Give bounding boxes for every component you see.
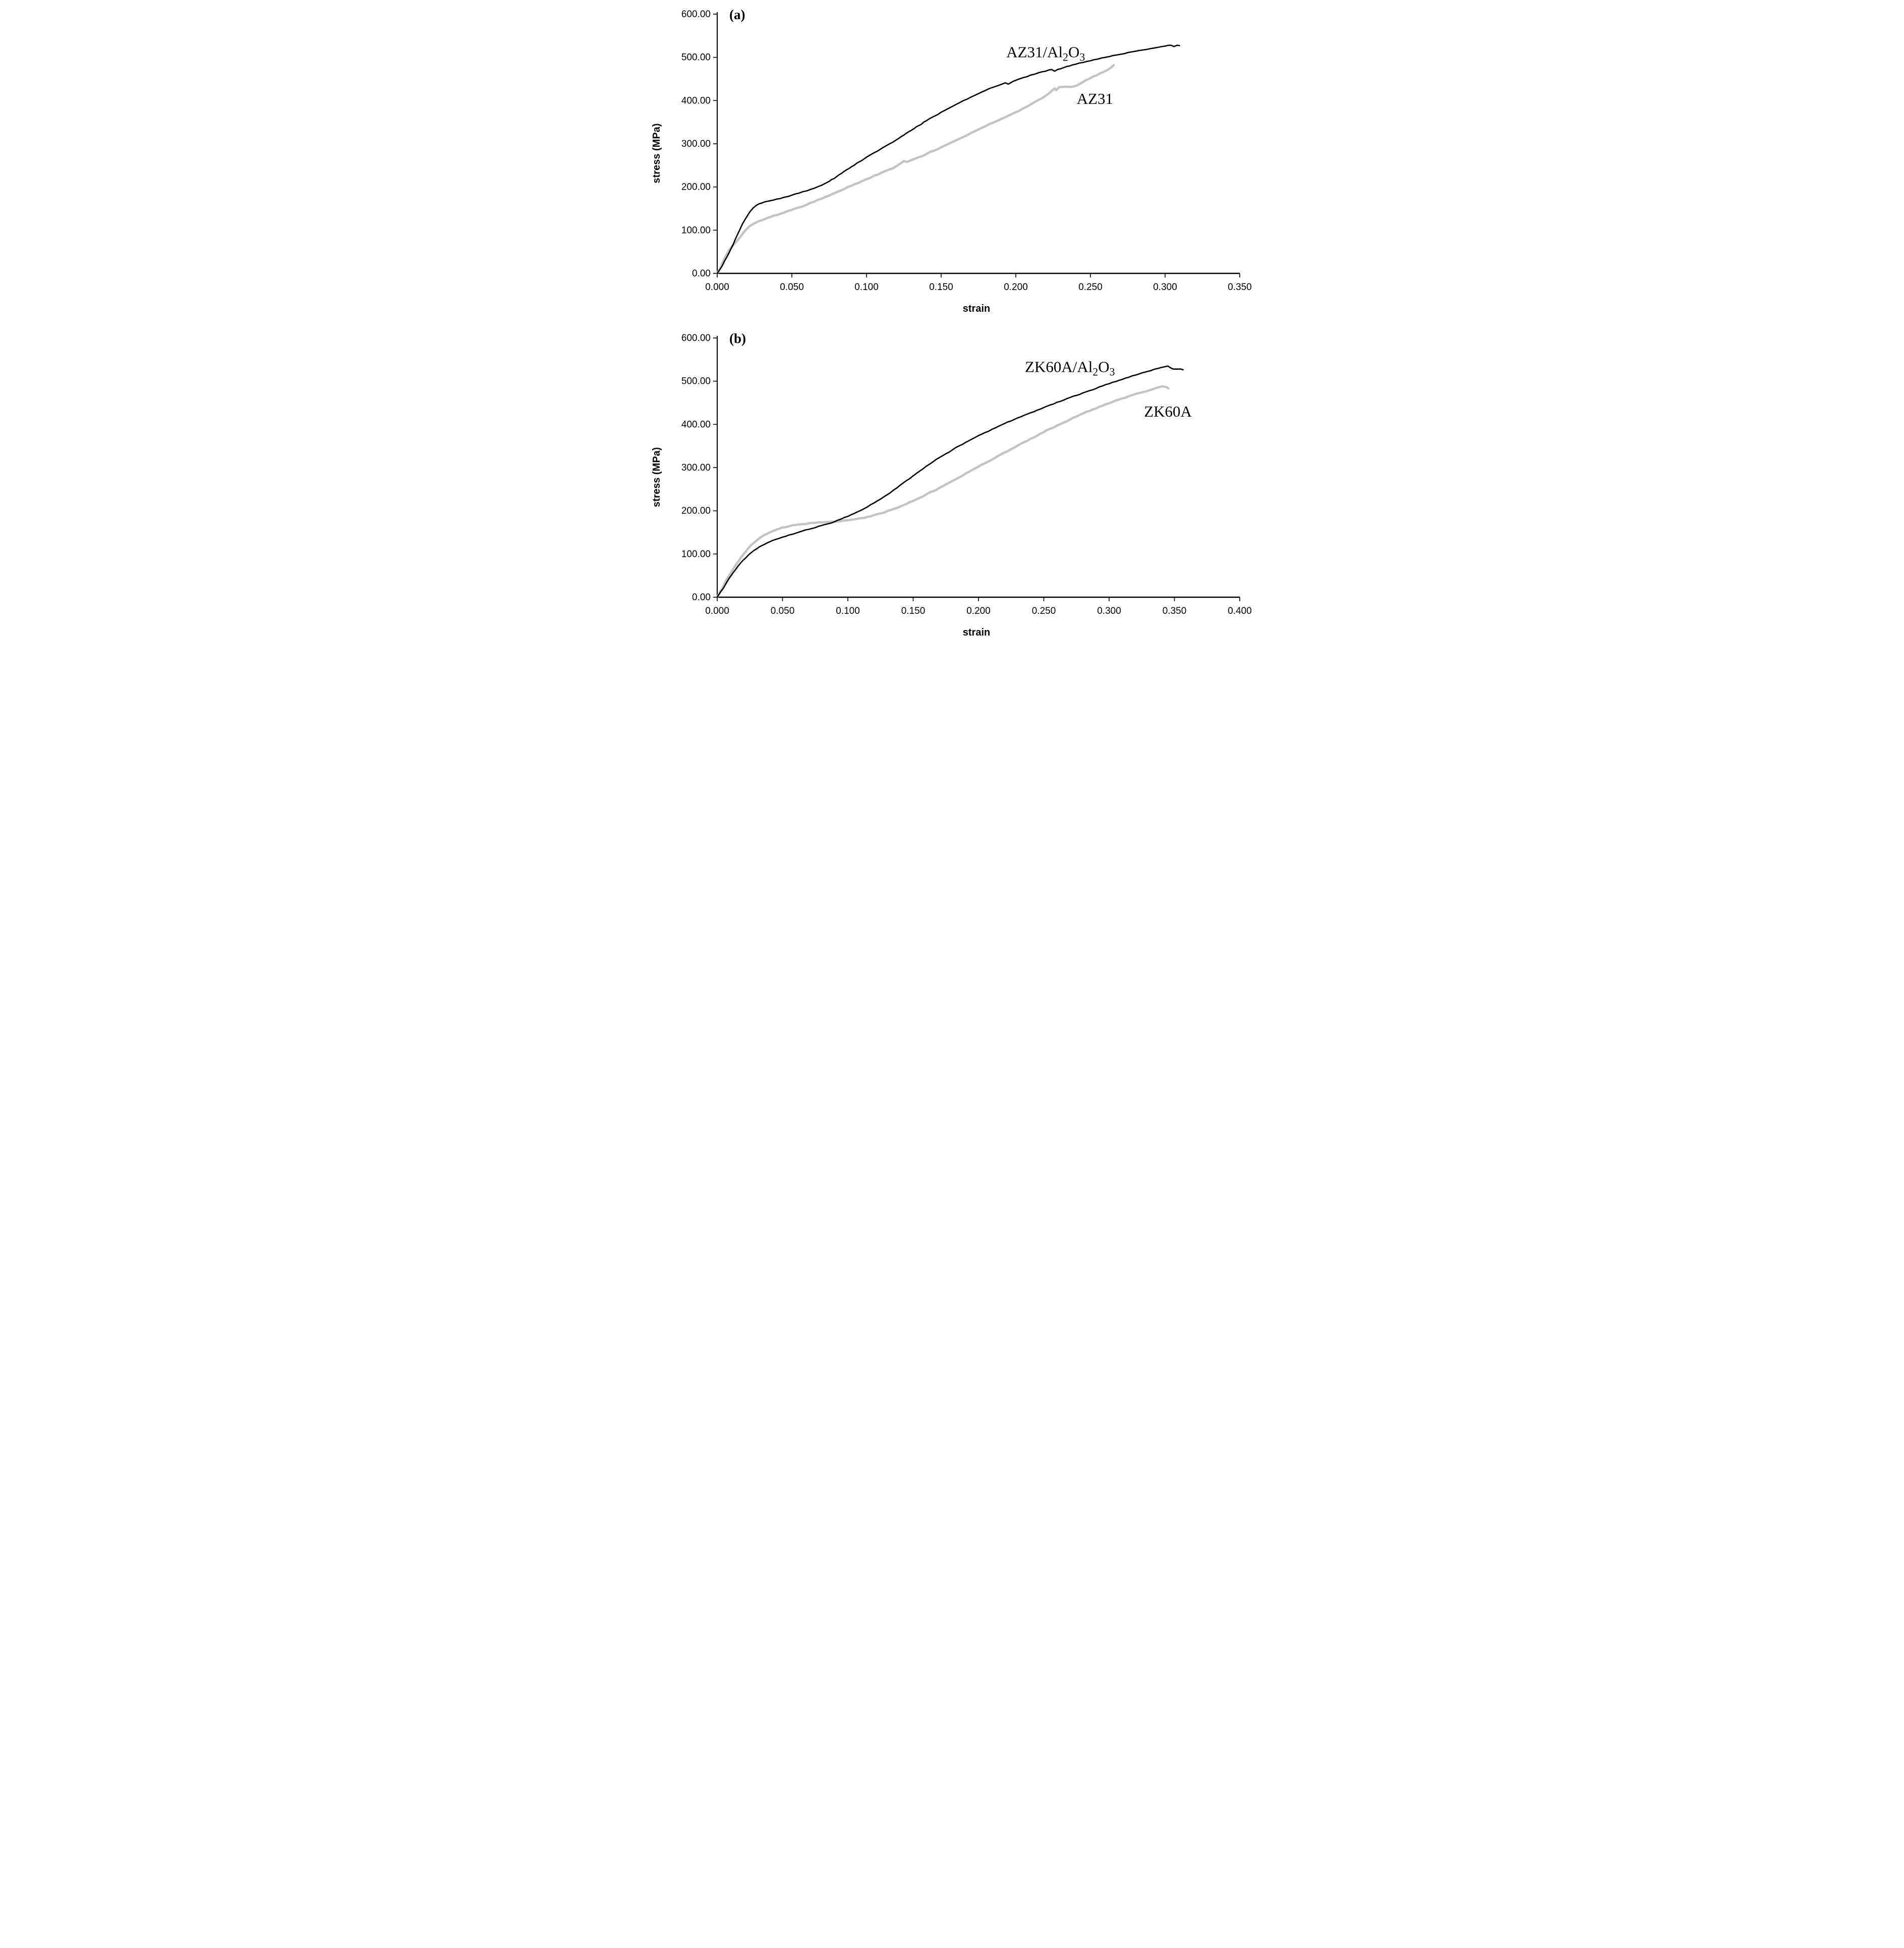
panel-b: 0.00 100.00 200.00 300.00 400.00 500.00 600.00… — [650, 326, 1255, 643]
x-tick-label: 0.050 — [780, 282, 804, 293]
y-tick-label: 500.00 — [681, 376, 710, 387]
x-tick-label: 0.400 — [1228, 606, 1252, 616]
x-tick-label: 0.150 — [901, 606, 925, 616]
y-tick-label: 500.00 — [681, 52, 710, 63]
curve-az31 — [716, 64, 1115, 274]
y-tick-label: 600.00 — [681, 333, 710, 343]
x-tick-label: 0.350 — [1228, 282, 1252, 293]
x-tick-label: 0.250 — [1078, 282, 1103, 293]
x-tick-label: 0.300 — [1097, 606, 1121, 616]
panel-a-letter: (a) — [729, 7, 745, 22]
label-az31-al2o3: AZ31/Al2O3 — [1006, 43, 1085, 64]
x-tick-label: 0.150 — [929, 282, 953, 293]
x-tick-label: 0.250 — [1031, 606, 1056, 616]
y-tick-label: 0.00 — [692, 592, 711, 603]
label-zk60a: ZK60A — [1144, 403, 1192, 420]
x-tick-label: 0.000 — [705, 606, 729, 616]
chart-b: 0.00 100.00 200.00 300.00 400.00 500.00 600.00… — [651, 331, 1252, 638]
x-tick-label: 0.300 — [1153, 282, 1177, 293]
x-tick-label: 0.200 — [966, 606, 991, 616]
curve-az31-al2o3 — [716, 44, 1180, 274]
y-axis-title-b: stress (MPa) — [651, 447, 662, 507]
curve-zk60a-al2o3 — [716, 365, 1184, 598]
x-tick-label: 0.100 — [836, 606, 860, 616]
x-tick-label: 0.000 — [705, 282, 729, 293]
panel-b-letter: (b) — [729, 331, 746, 346]
stress-strain-figure: 0.00 100.00 200.00 300.00 400.00 500.00 600.00… — [649, 0, 1255, 653]
y-tick-label: 300.00 — [681, 463, 710, 473]
x-axis-title-a: strain — [962, 303, 990, 314]
x-tick-label: 0.350 — [1162, 606, 1186, 616]
y-tick-label: 0.00 — [692, 268, 711, 279]
panel-a: 0.00 100.00 200.00 300.00 400.00 500.00 600.00… — [650, 2, 1255, 319]
y-tick-label: 400.00 — [681, 419, 710, 430]
x-tick-label: 0.100 — [854, 282, 879, 293]
label-zk60a-al2o3: ZK60A/Al2O3 — [1025, 358, 1115, 378]
y-axis-title-a: stress (MPa) — [651, 124, 662, 184]
plot-area-a: 0.00 100.00 200.00 300.00 400.00 500.00 600.00… — [681, 9, 1251, 293]
y-tick-label: 100.00 — [681, 225, 710, 236]
y-tick-label: 400.00 — [681, 95, 710, 106]
y-tick-label: 300.00 — [681, 139, 710, 149]
curve-zk60a — [716, 385, 1170, 598]
y-tick-label: 200.00 — [681, 182, 710, 193]
label-az31: AZ31 — [1076, 90, 1113, 107]
x-tick-label: 0.050 — [770, 606, 794, 616]
plot-area-b: 0.00 100.00 200.00 300.00 400.00 500.00 600.00… — [681, 333, 1251, 616]
x-axis-title-b: strain — [962, 627, 990, 638]
y-tick-label: 600.00 — [681, 9, 710, 20]
y-tick-label: 100.00 — [681, 549, 710, 559]
x-tick-label: 0.200 — [1004, 282, 1028, 293]
chart-a: 0.00 100.00 200.00 300.00 400.00 500.00 600.00… — [651, 7, 1252, 314]
y-tick-label: 200.00 — [681, 506, 710, 517]
